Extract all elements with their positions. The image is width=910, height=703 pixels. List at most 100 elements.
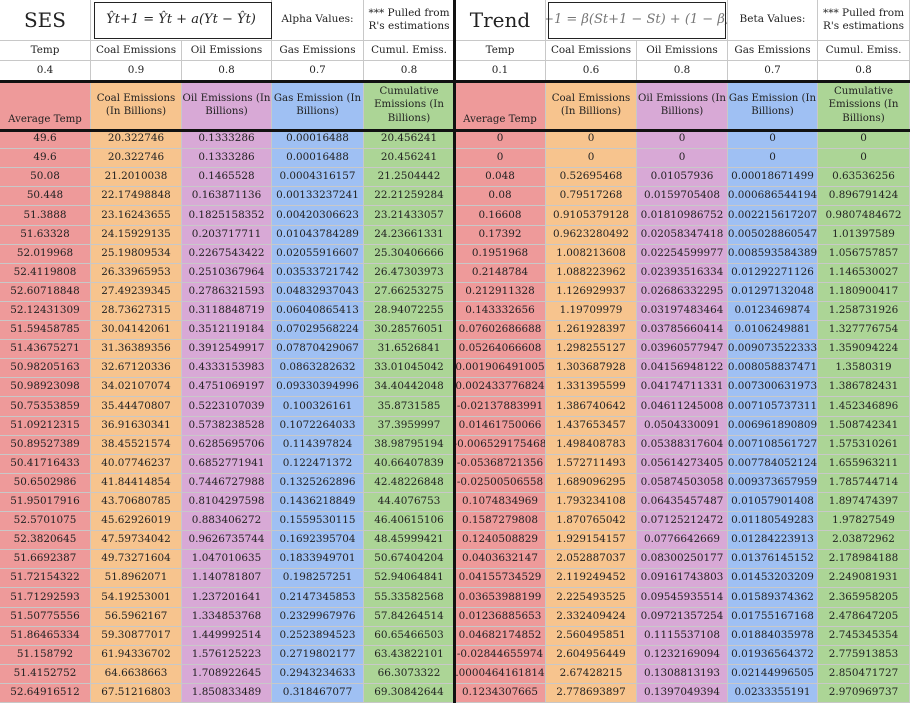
ses-cell-coal[interactable]: 28.73627315	[91, 302, 182, 321]
trend-title[interactable]: Trend	[455, 0, 546, 41]
trend-cell-coal[interactable]: 2.604956449	[546, 646, 637, 665]
ses-cell-coal[interactable]: 26.33965953	[91, 264, 182, 283]
trend-cell-cumul[interactable]: 1.508742341	[818, 417, 910, 436]
trend-header-cumul[interactable]: Cumulative Emissions (In Billions)	[818, 81, 910, 130]
trend-cell-gas[interactable]: 0.005028860547	[728, 226, 818, 245]
trend-cell-cumul[interactable]: 1.3580319	[818, 359, 910, 378]
ses-cell-temp[interactable]: 50.98923098	[0, 378, 91, 397]
ses-cell-oil[interactable]: 0.5738238528	[182, 417, 272, 436]
ses-cell-temp[interactable]: 49.6	[0, 130, 91, 149]
ses-cell-gas[interactable]: 0.318467077	[272, 684, 364, 703]
trend-cell-gas[interactable]: 0.02144996505	[728, 665, 818, 684]
trend-cell-cumul[interactable]: 1.97827549	[818, 512, 910, 531]
ses-cell-gas[interactable]: 0.00016488	[272, 130, 364, 149]
ses-cell-cumul[interactable]: 57.84264514	[364, 608, 455, 627]
ses-cell-cumul[interactable]: 60.65466503	[364, 627, 455, 646]
ses-cell-oil[interactable]: 0.9626735744	[182, 531, 272, 550]
trend-cell-temp[interactable]: 0.08	[455, 187, 546, 206]
trend-cell-coal[interactable]: 1.126929937	[546, 283, 637, 302]
ses-cell-oil[interactable]: 0.203717711	[182, 226, 272, 245]
trend-cell-oil[interactable]: 0.09545935514	[637, 588, 728, 608]
trend-header-coal[interactable]: Coal Emissions (In Billions)	[546, 81, 637, 130]
ses-param-value-temp[interactable]: 0.4	[0, 61, 91, 81]
trend-cell-temp[interactable]: -0.02137883991	[455, 397, 546, 417]
ses-cell-temp[interactable]: 51.63328	[0, 226, 91, 245]
trend-param-label-oil[interactable]: Oil Emissions	[637, 41, 728, 61]
ses-cell-cumul[interactable]: 21.2504442	[364, 168, 455, 187]
ses-cell-cumul[interactable]: 66.3073322	[364, 665, 455, 684]
ses-cell-gas[interactable]: 0.1692395704	[272, 531, 364, 550]
trend-cell-gas[interactable]: 0.00018671499	[728, 168, 818, 187]
trend-cell-gas[interactable]: 0.01292271126	[728, 264, 818, 283]
ses-cell-oil[interactable]: 0.6852771941	[182, 455, 272, 474]
trend-cell-cumul[interactable]: 2.249081931	[818, 569, 910, 588]
trend-cell-cumul[interactable]: 2.775913853	[818, 646, 910, 665]
trend-cell-oil[interactable]: 0.1308813193	[637, 665, 728, 684]
ses-cell-coal[interactable]: 23.16243655	[91, 206, 182, 226]
trend-cell-cumul[interactable]: 1.01397589	[818, 226, 910, 245]
trend-cell-gas[interactable]: 0.01376145152	[728, 550, 818, 569]
trend-cell-oil[interactable]: 0.09721357254	[637, 608, 728, 627]
trend-cell-cumul[interactable]: 2.478647205	[818, 608, 910, 627]
trend-cell-oil[interactable]: 0.02686332295	[637, 283, 728, 302]
ses-cell-cumul[interactable]: 24.23661331	[364, 226, 455, 245]
trend-cell-gas[interactable]: 0.0106249881	[728, 321, 818, 340]
ses-cell-coal[interactable]: 54.19253001	[91, 588, 182, 608]
ses-cell-cumul[interactable]: 23.21433057	[364, 206, 455, 226]
ses-param-label-coal[interactable]: Coal Emissions	[91, 41, 182, 61]
ses-note[interactable]: *** Pulled from R's estimations	[364, 0, 455, 41]
trend-cell-cumul[interactable]: 0.9807484672	[818, 206, 910, 226]
ses-cell-oil[interactable]: 0.4333153983	[182, 359, 272, 378]
ses-cell-oil[interactable]: 0.7446727988	[182, 474, 272, 493]
trend-cell-temp[interactable]: -0.05368721356	[455, 455, 546, 474]
ses-cell-temp[interactable]: 52.60718848	[0, 283, 91, 302]
ses-cell-temp[interactable]: 52.4119808	[0, 264, 91, 283]
trend-cell-coal[interactable]: 1.498408783	[546, 436, 637, 455]
ses-cell-temp[interactable]: 52.64916512	[0, 684, 91, 703]
trend-cell-coal[interactable]: 1.870765042	[546, 512, 637, 531]
ses-header-gas[interactable]: Gas Emission (In Billions)	[272, 81, 364, 130]
ses-cell-coal[interactable]: 21.2010038	[91, 168, 182, 187]
ses-cell-temp[interactable]: 50.89527389	[0, 436, 91, 455]
ses-cell-coal[interactable]: 32.67120336	[91, 359, 182, 378]
ses-cell-cumul[interactable]: 44.4076753	[364, 493, 455, 512]
ses-cell-cumul[interactable]: 20.456241	[364, 149, 455, 168]
trend-cell-oil[interactable]: 0.1115537108	[637, 627, 728, 646]
trend-cell-coal[interactable]: 2.119249452	[546, 569, 637, 588]
trend-cell-coal[interactable]: 2.052887037	[546, 550, 637, 569]
ses-cell-oil[interactable]: 0.163871136	[182, 187, 272, 206]
trend-cell-cumul[interactable]: 1.056757857	[818, 245, 910, 264]
ses-cell-temp[interactable]: 52.3820645	[0, 531, 91, 550]
ses-cell-temp[interactable]: 51.86465334	[0, 627, 91, 646]
ses-cell-coal[interactable]: 47.59734042	[91, 531, 182, 550]
ses-cell-cumul[interactable]: 69.30842644	[364, 684, 455, 703]
trend-cell-gas[interactable]: 0.01284223913	[728, 531, 818, 550]
trend-cell-temp[interactable]: 0.1240508829	[455, 531, 546, 550]
trend-cell-oil[interactable]: 0.04156948122	[637, 359, 728, 378]
ses-cell-temp[interactable]: 51.09212315	[0, 417, 91, 436]
trend-cell-coal[interactable]: 0.52695468	[546, 168, 637, 187]
ses-cell-cumul[interactable]: 63.43822101	[364, 646, 455, 665]
trend-cell-coal[interactable]: 1.261928397	[546, 321, 637, 340]
trend-cell-oil[interactable]: 0.05388317604	[637, 436, 728, 455]
trend-cell-cumul[interactable]: 2.178984188	[818, 550, 910, 569]
ses-param-label-temp[interactable]: Temp	[0, 41, 91, 61]
trend-cell-oil[interactable]: 0.1232169094	[637, 646, 728, 665]
trend-cell-coal[interactable]: 1.929154157	[546, 531, 637, 550]
ses-param-value-gas[interactable]: 0.7	[272, 61, 364, 81]
ses-cell-coal[interactable]: 36.91630341	[91, 417, 182, 436]
ses-header-oil[interactable]: Oil Emissions (In Billions)	[182, 81, 272, 130]
ses-title[interactable]: SES	[0, 0, 91, 41]
ses-cell-oil[interactable]: 0.2786321593	[182, 283, 272, 302]
trend-param-label-coal[interactable]: Coal Emissions	[546, 41, 637, 61]
trend-cell-oil[interactable]: 0	[637, 149, 728, 168]
ses-cell-cumul[interactable]: 40.66407839	[364, 455, 455, 474]
ses-cell-temp[interactable]: 52.019968	[0, 245, 91, 264]
ses-cell-temp[interactable]: 51.43675271	[0, 340, 91, 359]
trend-cell-coal[interactable]: 2.778693897	[546, 684, 637, 703]
trend-cell-oil[interactable]: 0.01057936	[637, 168, 728, 187]
trend-cell-coal[interactable]: 2.560495851	[546, 627, 637, 646]
ses-cell-coal[interactable]: 45.62926019	[91, 512, 182, 531]
ses-cell-gas[interactable]: 0.1436218849	[272, 493, 364, 512]
trend-cell-oil[interactable]: 0.09161743803	[637, 569, 728, 588]
